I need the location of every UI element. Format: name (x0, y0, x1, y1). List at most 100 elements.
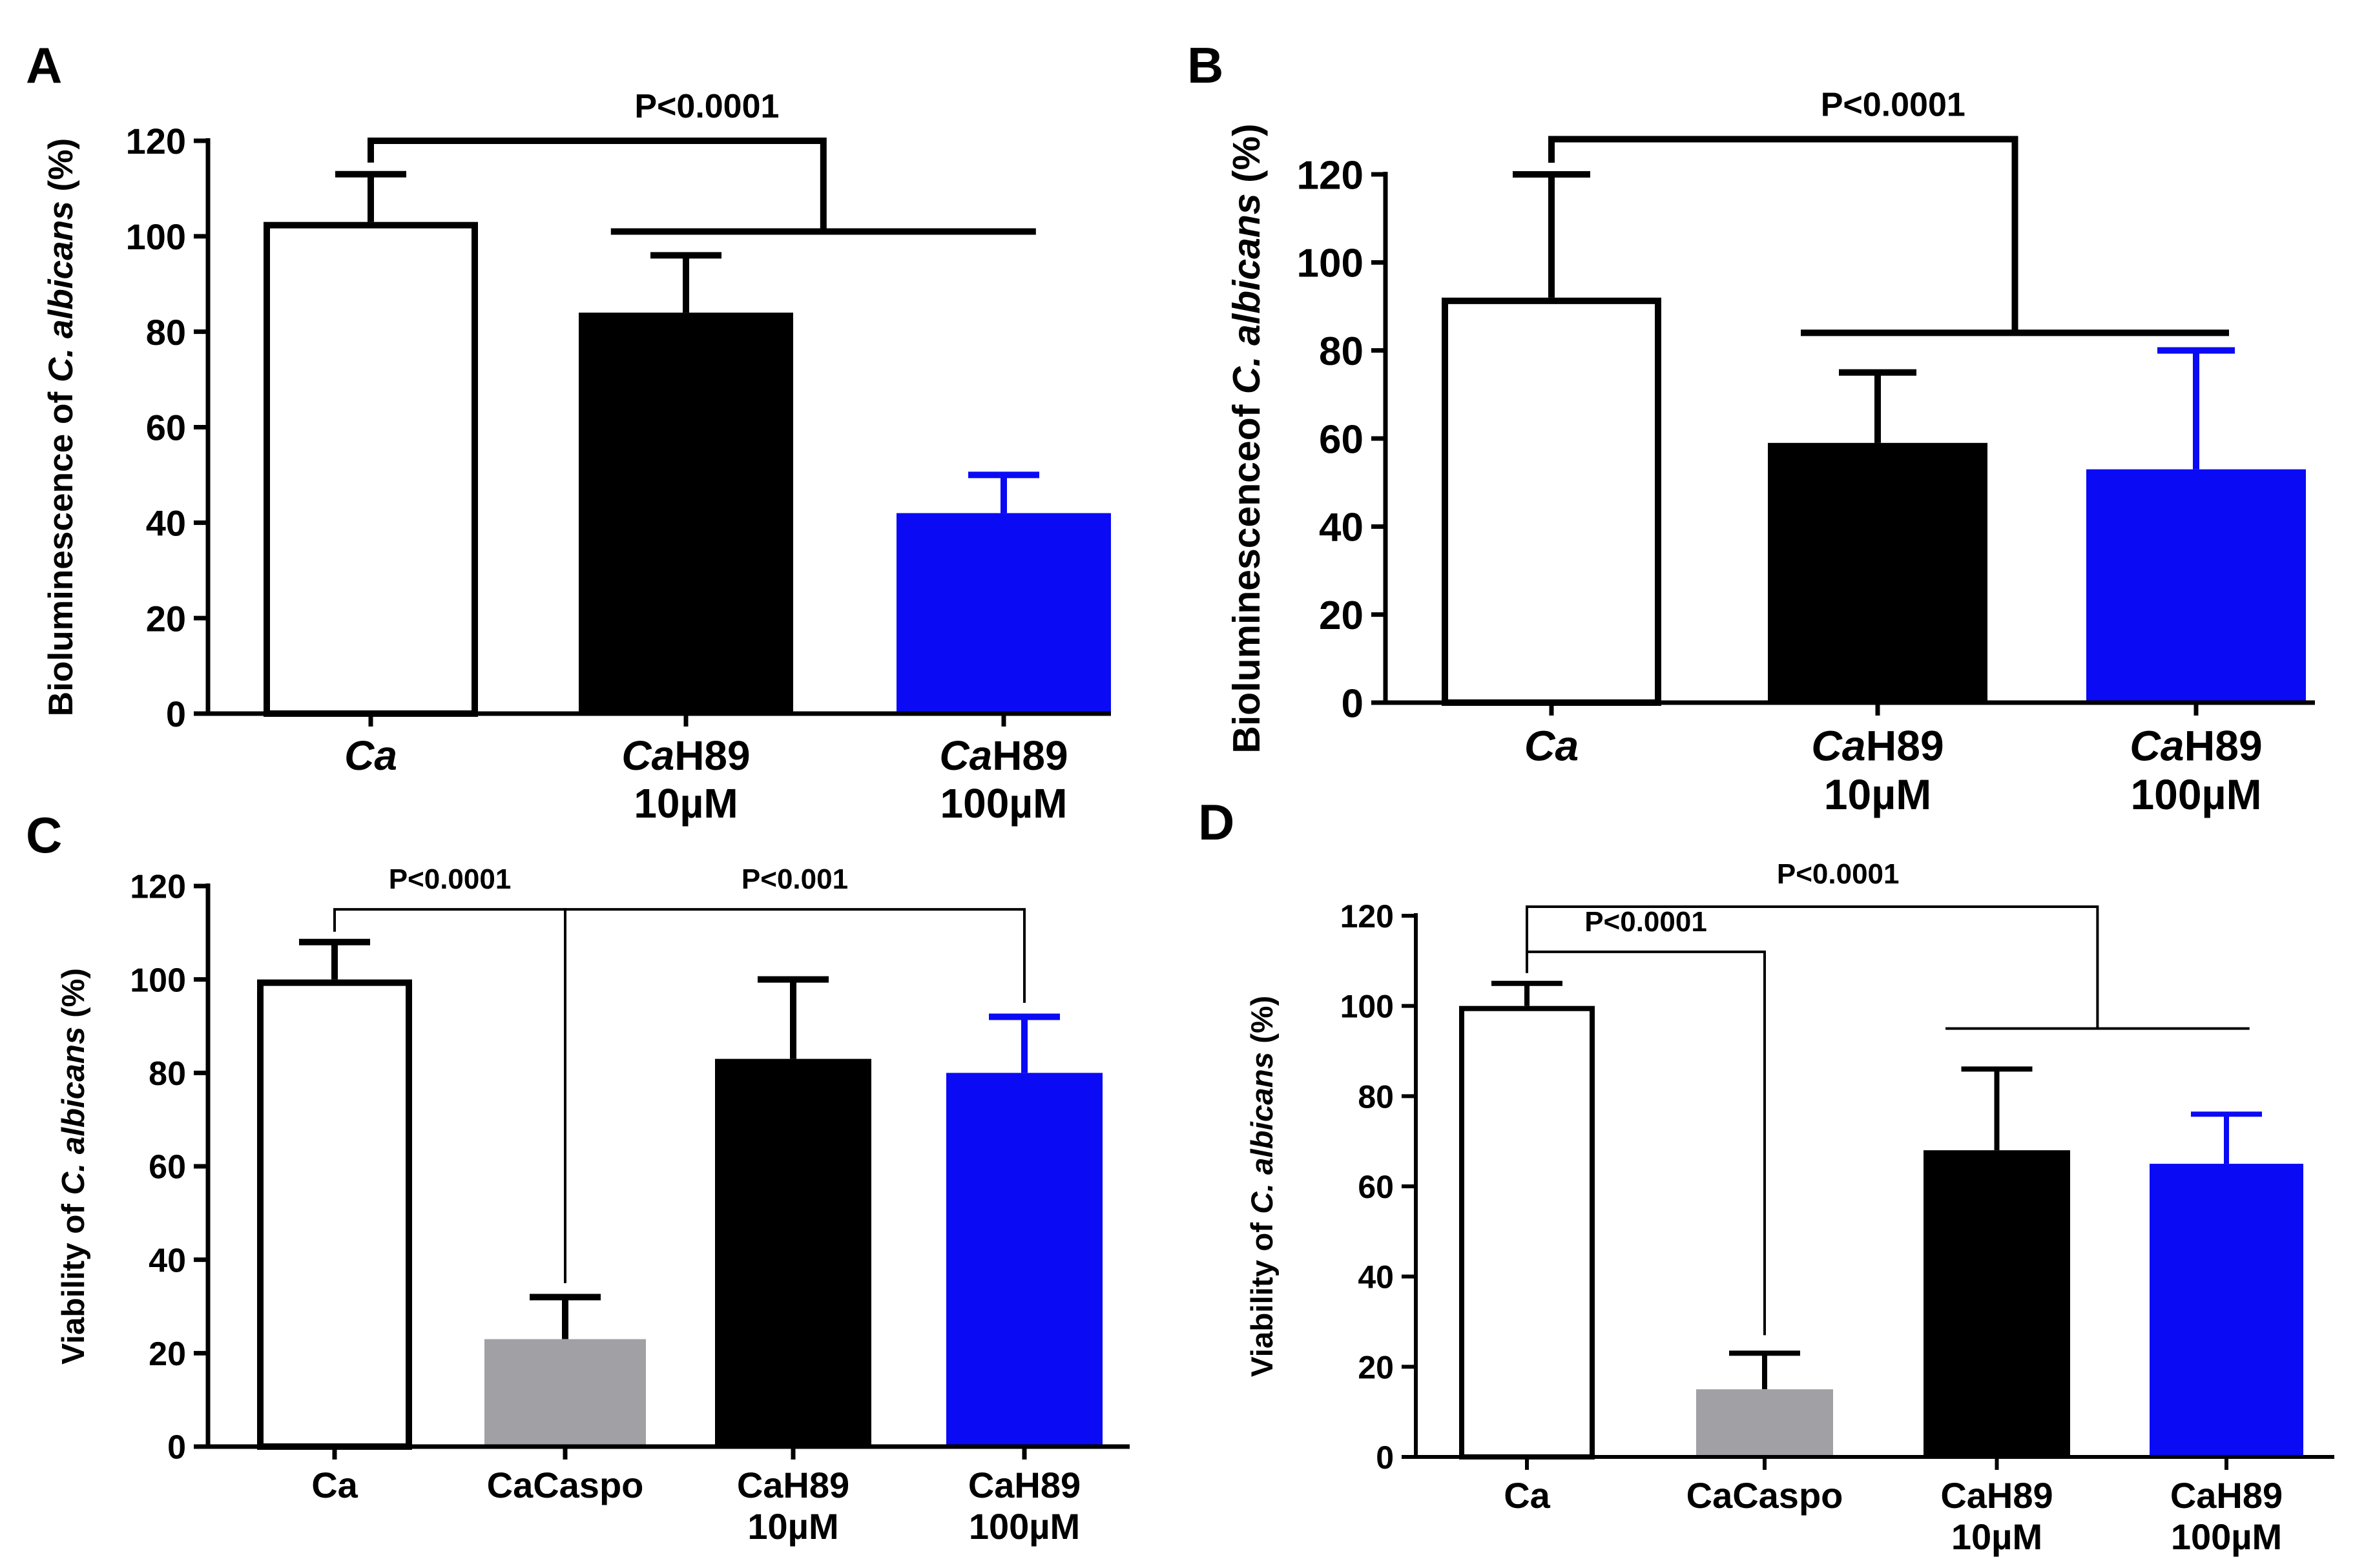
y-tick-label: 120 (126, 121, 186, 161)
x-tick-label-line2: 10µM (634, 780, 738, 827)
y-tick-label: 60 (146, 407, 186, 448)
x-tick-label: CaH89 (1940, 1475, 2053, 1516)
y-tick-label: 120 (130, 869, 186, 906)
x-tick-label-part: H89 (992, 732, 1068, 779)
y-tick-label: 80 (1319, 329, 1364, 374)
x-tick-label-line2: 10µM (1824, 770, 1931, 818)
bar (2086, 469, 2306, 703)
y-axis-label-part: Bioluminescenceof (1226, 394, 1268, 753)
x-tick-label-part: CaH89 (968, 1465, 1081, 1505)
x-tick-label: CaCaspo (1686, 1475, 1843, 1516)
y-axis-label-part: (%) (1226, 123, 1268, 193)
x-tick-label: Ca (1524, 721, 1579, 769)
x-tick-label-part: CaCaspo (1686, 1475, 1843, 1516)
significance-bracket: P<0.0001 (333, 863, 566, 1283)
y-tick-label: 60 (149, 1149, 186, 1186)
bar (1696, 1389, 1833, 1457)
significance-bracket: P<0.0001 (1548, 86, 2229, 336)
y-axis-label: Viability of C. albicans (%) (1245, 996, 1280, 1377)
bar (579, 313, 793, 714)
bracket-line (1548, 136, 2018, 333)
y-tick-label: 40 (146, 502, 186, 543)
y-tick-label: 80 (149, 1055, 186, 1093)
bar (1768, 442, 1987, 703)
y-tick-label: 20 (149, 1336, 186, 1373)
y-tick-label: 0 (1376, 1439, 1394, 1476)
panel-letter: D (1198, 794, 1234, 851)
y-axis-label-part: C. albicans (56, 1027, 91, 1195)
x-tick-label: Ca (344, 732, 397, 779)
y-tick-label: 20 (1358, 1349, 1394, 1385)
y-tick-label: 0 (166, 694, 186, 734)
bracket-line (333, 908, 566, 1283)
x-tick-label: CaH89 (2130, 721, 2262, 769)
bar (484, 1339, 646, 1447)
x-tick-label-part: Ca (344, 732, 397, 779)
y-axis-label-part: C. albicans (1226, 193, 1268, 394)
y-tick-label: 40 (1358, 1259, 1394, 1295)
x-tick-label-part: H89 (1866, 721, 1944, 769)
x-tick-label: CaH89 (939, 732, 1068, 779)
y-tick-label: 100 (130, 962, 186, 999)
y-axis-label-part: Viability of (1245, 1214, 1280, 1377)
y-tick-label: 40 (1319, 506, 1364, 550)
y-axis-label-part: Bioluminescence of (42, 382, 80, 716)
x-tick-label: Ca (311, 1465, 358, 1505)
bar (946, 1073, 1103, 1447)
bar (257, 979, 412, 1450)
y-axis-label-part: (%) (56, 968, 91, 1027)
y-axis-label-part: (%) (42, 138, 80, 201)
p-value-label: P<0.0001 (1584, 906, 1707, 938)
x-tick-label-part: H89 (2184, 721, 2263, 769)
x-tick-label: CaH89 (2170, 1475, 2283, 1516)
x-tick-label-line2: 100µM (2130, 770, 2261, 818)
y-axis-label-part: C. albicans (1245, 1052, 1280, 1214)
y-tick-label: 100 (1340, 989, 1394, 1025)
x-tick-label-line2: 100µM (940, 780, 1068, 827)
p-value-label: P<0.001 (742, 863, 848, 895)
y-tick-label: 0 (167, 1429, 186, 1467)
significance-bracket: P<0.001 (564, 863, 1026, 1003)
y-tick-label: 80 (146, 312, 186, 353)
bar (1442, 297, 1661, 707)
bar (1459, 1006, 1595, 1460)
x-tick-label-part: CaH89 (1940, 1475, 2053, 1516)
x-tick-label: Ca (1504, 1475, 1550, 1516)
x-tick-label-part: CaCaspo (487, 1465, 644, 1505)
panel-letter: C (26, 807, 62, 863)
x-tick-label: CaH89 (1811, 721, 1944, 769)
x-tick-label-part: Ca (1811, 721, 1865, 769)
bar (264, 222, 478, 717)
bracket-line (1526, 905, 2099, 1029)
bar (2150, 1164, 2303, 1457)
x-tick-label: CaH89 (621, 732, 750, 779)
p-value-label: P<0.0001 (1777, 858, 1900, 890)
x-tick-label-line2: 100µM (969, 1506, 1080, 1547)
y-axis-label-part: Viability of (56, 1195, 91, 1365)
p-value-label: P<0.0001 (634, 88, 779, 125)
x-tick-label: CaH89 (737, 1465, 849, 1505)
y-tick-label: 60 (1358, 1169, 1394, 1205)
x-tick-label-part: Ca (939, 732, 992, 779)
x-tick-label-part: Ca (311, 1465, 358, 1505)
x-tick-label-part: Ca (1524, 721, 1579, 769)
p-value-label: P<0.0001 (389, 863, 512, 895)
y-tick-label: 120 (1340, 898, 1394, 934)
x-tick-label-part: Ca (1504, 1475, 1550, 1516)
significance-bracket: P<0.0001 (1526, 858, 2250, 1030)
x-tick-label: CaH89 (968, 1465, 1081, 1505)
y-tick-label: 20 (146, 598, 186, 639)
y-tick-label: 80 (1358, 1078, 1394, 1115)
bar (1924, 1150, 2070, 1457)
bracket-line (368, 138, 827, 232)
y-tick-label: 120 (1297, 153, 1364, 198)
p-value-label: P<0.0001 (1821, 86, 1965, 123)
bar (715, 1058, 871, 1447)
x-tick-label-part: H89 (674, 732, 750, 779)
x-tick-label-part: CaH89 (2170, 1475, 2283, 1516)
x-tick-label-part: CaH89 (737, 1465, 849, 1505)
